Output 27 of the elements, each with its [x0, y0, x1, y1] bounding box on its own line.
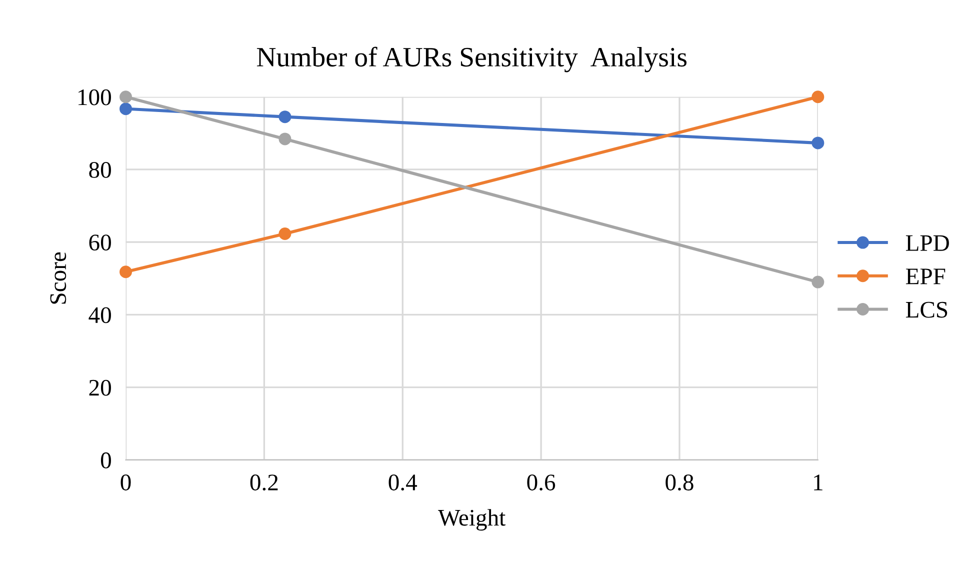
legend-label: LCS — [906, 302, 948, 318]
point — [120, 266, 132, 278]
y-tick-label: 20 — [89, 380, 111, 396]
y-tick-label: 0 — [100, 452, 111, 468]
point — [812, 276, 824, 288]
x-tick-label: 0.2 — [250, 474, 278, 491]
x-tick-label: 1 — [814, 474, 822, 490]
x-axis-title: Weight — [438, 509, 506, 531]
x-tick-label: 0.6 — [527, 474, 556, 491]
y-tick-label: 100 — [78, 89, 111, 106]
x-tick-label: 0.8 — [666, 474, 694, 491]
chart-title: Number of AURs Sensitivity Analysis — [256, 46, 687, 72]
point — [120, 102, 132, 116]
x-tick-label: 0.4 — [388, 474, 418, 491]
y-axis-title: Score — [50, 252, 66, 304]
y-tick-label: 40 — [88, 307, 111, 324]
y-tick-label: 60 — [89, 234, 111, 251]
point — [120, 90, 132, 104]
point — [812, 90, 824, 104]
point — [812, 136, 824, 150]
point — [278, 110, 292, 124]
point — [278, 132, 292, 146]
legend-label: EPF — [906, 268, 946, 284]
point — [278, 227, 292, 240]
legend-label: LPD — [906, 235, 949, 251]
y-tick-label: 80 — [89, 162, 111, 178]
x-tick-label: 0 — [120, 474, 131, 490]
